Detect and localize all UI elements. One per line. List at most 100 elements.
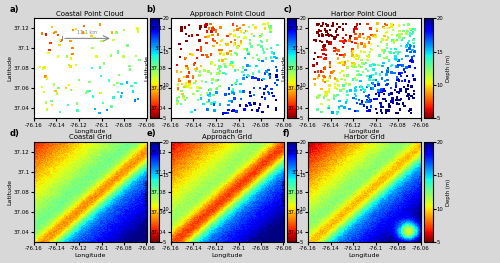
Point <box>409 73 417 77</box>
Point <box>105 79 113 83</box>
Point <box>196 38 203 43</box>
Point <box>228 99 236 104</box>
Point <box>407 28 415 32</box>
Point <box>325 34 333 38</box>
Point <box>268 59 276 63</box>
Point <box>328 24 336 28</box>
Text: e): e) <box>146 129 156 138</box>
Point <box>86 80 94 84</box>
Point <box>311 77 319 81</box>
Point <box>380 56 388 60</box>
Point <box>207 62 215 66</box>
Point <box>336 25 344 29</box>
Point <box>266 26 274 30</box>
Point <box>322 93 330 97</box>
Point <box>324 79 332 83</box>
Text: b): b) <box>146 6 156 14</box>
Point <box>332 47 340 51</box>
Point <box>366 99 374 103</box>
Point <box>72 27 80 31</box>
Point <box>244 74 252 78</box>
Point <box>360 103 368 108</box>
Point <box>410 54 418 58</box>
Point <box>96 91 104 95</box>
Point <box>385 93 393 97</box>
Point <box>192 67 200 71</box>
Point <box>326 76 334 80</box>
Point <box>398 71 406 75</box>
Point <box>408 94 416 98</box>
Point <box>323 29 331 33</box>
Point <box>272 65 280 69</box>
Point <box>339 61 347 65</box>
Point <box>380 92 388 96</box>
Point <box>382 83 390 87</box>
Point <box>130 98 138 102</box>
Point <box>322 93 330 98</box>
Point <box>360 36 368 40</box>
Point <box>404 54 411 58</box>
Point <box>272 98 280 102</box>
Point <box>410 49 418 54</box>
Point <box>185 34 193 38</box>
Point <box>230 97 238 101</box>
Point <box>318 24 326 28</box>
Point <box>88 34 96 38</box>
Point <box>352 85 360 89</box>
Point <box>382 55 390 59</box>
Point <box>208 29 216 34</box>
Point <box>67 88 75 92</box>
Point <box>196 38 203 43</box>
Point <box>236 103 244 108</box>
Point <box>379 89 387 93</box>
Point <box>202 25 209 29</box>
Point <box>65 63 73 67</box>
Point <box>363 85 371 89</box>
Point <box>255 69 263 73</box>
Point <box>397 44 405 48</box>
Point <box>246 103 254 107</box>
Point <box>201 23 209 27</box>
Point <box>333 111 341 115</box>
Point <box>358 102 366 106</box>
Point <box>318 33 326 38</box>
Point <box>178 25 186 29</box>
Point <box>390 41 398 45</box>
Point <box>261 26 269 31</box>
Point <box>387 86 395 90</box>
Point <box>188 33 196 38</box>
Point <box>346 34 354 38</box>
Point <box>215 58 223 62</box>
Point <box>42 74 50 79</box>
Point <box>314 94 322 99</box>
Point <box>136 58 143 62</box>
Point <box>325 90 333 94</box>
Point <box>353 101 361 105</box>
Point <box>53 91 61 95</box>
Point <box>366 74 374 79</box>
Point <box>389 28 397 32</box>
Point <box>395 78 403 83</box>
Point <box>216 43 224 47</box>
Point <box>392 111 400 115</box>
Point <box>341 78 349 82</box>
Point <box>352 37 360 41</box>
Point <box>381 89 389 93</box>
Point <box>365 55 373 59</box>
Point <box>363 98 371 102</box>
Point <box>365 96 373 100</box>
Point <box>404 43 411 48</box>
Point <box>319 78 327 83</box>
Point <box>392 54 400 59</box>
Point <box>406 59 414 63</box>
Point <box>178 82 186 86</box>
Point <box>208 33 216 37</box>
Point <box>268 50 276 55</box>
Point <box>375 94 383 98</box>
Point <box>408 32 416 36</box>
Point <box>46 41 54 45</box>
Point <box>320 57 328 61</box>
Point <box>376 73 384 77</box>
Point <box>364 69 372 73</box>
Point <box>96 65 104 70</box>
